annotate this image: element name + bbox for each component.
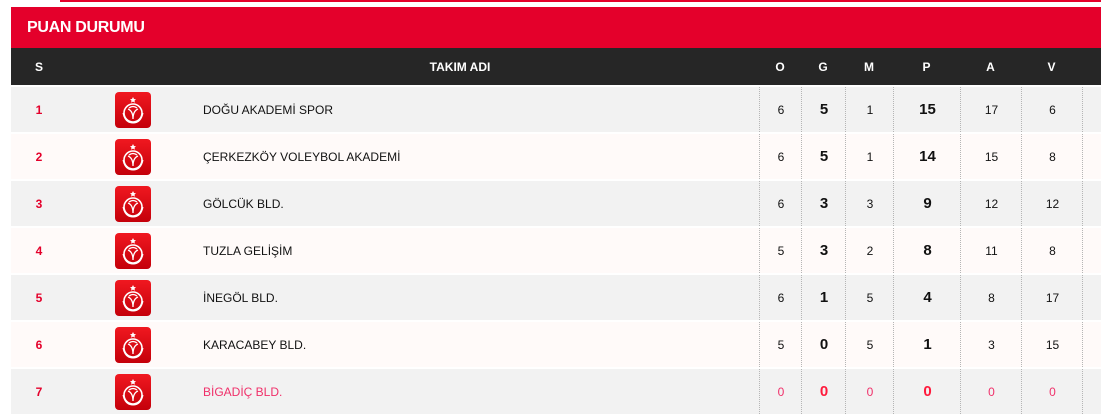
table-row[interactable]: 5 İNEGÖL BLD. 6 1 5 4 8 17 — [11, 273, 1101, 320]
team-name[interactable]: DOĞU AKADEMİ SPOR — [203, 102, 334, 117]
team-name[interactable]: İNEGÖL BLD. — [203, 290, 278, 305]
sets-lost: 8 — [1021, 228, 1083, 273]
lost: 1 — [845, 134, 894, 179]
table-row[interactable]: 2 ÇERKEZKÖY VOLEYBOL AKADEMİ 6 5 1 14 15… — [11, 132, 1101, 179]
sets-won: 17 — [960, 87, 1022, 132]
won: 5 — [801, 134, 846, 179]
sets-lost: 0 — [1021, 369, 1083, 414]
col-m: M — [864, 59, 874, 74]
points: 14 — [893, 134, 961, 179]
lost: 0 — [845, 369, 894, 414]
divider — [1082, 322, 1101, 367]
col-a: A — [986, 59, 995, 74]
col-team: TAKIM ADI — [429, 59, 491, 74]
col-s: S — [34, 59, 43, 74]
table-row[interactable]: 3 GÖLCÜK BLD. 6 3 3 9 12 12 — [11, 179, 1101, 226]
position: 3 — [35, 196, 43, 211]
team-name[interactable]: BİGADİÇ BLD. — [203, 384, 283, 399]
won: 3 — [801, 228, 846, 273]
lost: 2 — [845, 228, 894, 273]
divider — [1082, 87, 1101, 132]
played: 6 — [759, 275, 802, 320]
team-logo-icon — [115, 279, 151, 316]
team-logo-icon — [115, 373, 151, 410]
lost: 5 — [845, 275, 894, 320]
team-logo-icon — [115, 232, 151, 269]
sets-won: 11 — [960, 228, 1022, 273]
played: 6 — [759, 134, 802, 179]
divider — [1082, 181, 1101, 226]
sets-won: 15 — [960, 134, 1022, 179]
col-o: O — [775, 59, 785, 74]
position: 6 — [35, 337, 43, 352]
team-logo-icon — [115, 91, 151, 128]
sets-lost: 15 — [1021, 322, 1083, 367]
team-name[interactable]: KARACABEY BLD. — [203, 337, 307, 352]
sets-won: 8 — [960, 275, 1022, 320]
position: 2 — [35, 149, 43, 164]
divider — [1082, 228, 1101, 273]
won: 1 — [801, 275, 846, 320]
top-accent-line — [60, 0, 1101, 2]
sets-won: 0 — [960, 369, 1022, 414]
points: 0 — [893, 369, 961, 414]
position: 4 — [35, 243, 43, 258]
sets-lost: 8 — [1021, 134, 1083, 179]
lost: 1 — [845, 87, 894, 132]
team-name[interactable]: ÇERKEZKÖY VOLEYBOL AKADEMİ — [203, 149, 401, 164]
lost: 3 — [845, 181, 894, 226]
played: 6 — [759, 87, 802, 132]
team-logo-icon — [115, 326, 151, 363]
won: 5 — [801, 87, 846, 132]
won: 3 — [801, 181, 846, 226]
won: 0 — [801, 322, 846, 367]
standings-title: PUAN DURUMU — [11, 7, 1101, 48]
table-header: S TAKIM ADI O G M P A V — [11, 48, 1101, 85]
team-logo-icon — [115, 185, 151, 222]
position: 5 — [35, 290, 43, 305]
won: 0 — [801, 369, 846, 414]
team-name[interactable]: GÖLCÜK BLD. — [203, 196, 284, 211]
sets-won: 3 — [960, 322, 1022, 367]
points: 1 — [893, 322, 961, 367]
table-row[interactable]: 6 KARACABEY BLD. 5 0 5 1 3 15 — [11, 320, 1101, 367]
played: 5 — [759, 322, 802, 367]
sets-lost: 17 — [1021, 275, 1083, 320]
points: 8 — [893, 228, 961, 273]
played: 6 — [759, 181, 802, 226]
col-g: G — [818, 59, 828, 74]
points: 4 — [893, 275, 961, 320]
table-row[interactable]: 7 BİGADİÇ BLD. 0 0 0 0 0 0 — [11, 367, 1101, 414]
team-name[interactable]: TUZLA GELİŞİM — [203, 243, 293, 258]
table-row[interactable]: 4 TUZLA GELİŞİM 5 3 2 8 11 8 — [11, 226, 1101, 273]
position: 7 — [35, 384, 43, 399]
sets-lost: 12 — [1021, 181, 1083, 226]
points: 15 — [893, 87, 961, 132]
lost: 5 — [845, 322, 894, 367]
divider — [1082, 369, 1101, 414]
standings-table: PUAN DURUMU S TAKIM ADI O G M P A V 1 DO… — [11, 7, 1101, 414]
divider — [1082, 275, 1101, 320]
played: 0 — [759, 369, 802, 414]
sets-won: 12 — [960, 181, 1022, 226]
played: 5 — [759, 228, 802, 273]
points: 9 — [893, 181, 961, 226]
position: 1 — [35, 102, 43, 117]
divider — [1082, 134, 1101, 179]
sets-lost: 6 — [1021, 87, 1083, 132]
col-p: P — [922, 59, 931, 74]
table-row[interactable]: 1 DOĞU AKADEMİ SPOR 6 5 1 15 17 6 — [11, 85, 1101, 132]
team-logo-icon — [115, 138, 151, 175]
col-v: V — [1047, 59, 1056, 74]
